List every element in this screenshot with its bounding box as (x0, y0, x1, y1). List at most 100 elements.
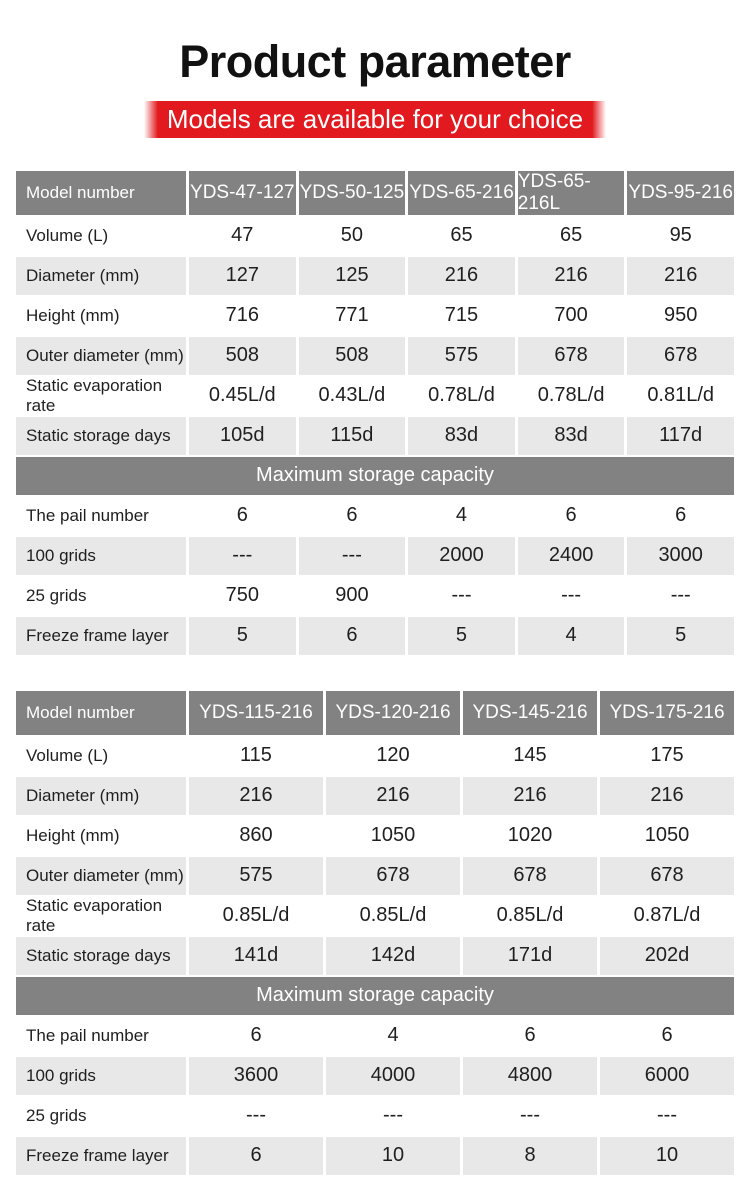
cell-value: 750 (225, 584, 259, 607)
cell-value: 6 (565, 504, 577, 527)
cell-value: 125 (298, 256, 406, 295)
cell-value: 50 (340, 224, 364, 247)
cell-value: --- (298, 536, 406, 575)
cell-value: 5 (627, 616, 734, 655)
cell-value: 120 (376, 744, 410, 767)
cell-value: 0.78L/d (428, 384, 495, 407)
cell-value: --- (451, 584, 472, 607)
spec-table-2: Model number YDS-115-216 YDS-120-216 YDS-14… (16, 690, 734, 1175)
row-label: Diameter (mm) (16, 776, 186, 815)
cell-value: 4 (387, 1024, 399, 1047)
cell-value: 900 (335, 584, 369, 607)
cell-value: 0.78L/d (537, 384, 605, 407)
row-label: Volume (L) (26, 745, 109, 765)
row-label: Outer diameter (mm) (16, 336, 186, 375)
cell-value: 216 (408, 256, 515, 295)
model-header: YDS-115-216 (189, 690, 323, 735)
cell-value: 6 (524, 1024, 536, 1047)
cell-value: 145 (513, 744, 547, 767)
cell-value: 8 (463, 1136, 597, 1175)
model-number-header: Model number (16, 690, 186, 735)
capacity-band: Maximum storage capacity (16, 456, 734, 495)
model-header: YDS-65-216 (408, 170, 515, 215)
cell-value: 5 (189, 616, 296, 655)
cell-value: 115d (298, 416, 406, 455)
row-label: 25 grids (26, 585, 87, 605)
row-label: Static evaporation rate (26, 375, 163, 415)
subtitle-banner: Models are available for your choice (144, 100, 606, 138)
cell-value: 142d (326, 936, 460, 975)
cell-value: 141d (189, 936, 323, 975)
row-label: Diameter (mm) (16, 256, 186, 295)
cell-value: --- (657, 1104, 677, 1127)
cell-value: 105d (189, 416, 296, 455)
cell-value: 508 (298, 336, 406, 375)
model-number-header: Model number (16, 170, 186, 215)
cell-value: 10 (326, 1136, 460, 1175)
cell-value: 678 (627, 336, 734, 375)
cell-value: 716 (225, 304, 259, 327)
row-label: 100 grids (16, 536, 186, 575)
cell-value: 678 (326, 856, 460, 895)
cell-value: 117d (627, 416, 734, 455)
model-header: YDS-95-216 (627, 170, 734, 215)
cell-value: 115 (240, 744, 272, 767)
cell-value: 6000 (600, 1056, 734, 1095)
cell-value: 6 (298, 616, 406, 655)
cell-value: 6 (675, 504, 687, 527)
cell-value: 83d (517, 416, 625, 455)
cell-value: 5 (408, 616, 515, 655)
cell-value: 0.85L/d (222, 904, 290, 927)
cell-value: 0.43L/d (318, 384, 386, 407)
cell-value: 6 (189, 1136, 323, 1175)
cell-value: 678 (463, 856, 597, 895)
capacity-band: Maximum storage capacity (16, 976, 734, 1015)
cell-value: 127 (189, 256, 296, 295)
cell-value: 95 (669, 224, 692, 247)
row-label: Static storage days (16, 416, 186, 455)
row-label: Static storage days (16, 936, 186, 975)
cell-value: 860 (239, 824, 273, 847)
row-label: Static evaporation rate (26, 895, 163, 935)
cell-value: 216 (189, 776, 323, 815)
cell-value: --- (383, 1104, 403, 1127)
cell-value: 47 (231, 224, 254, 247)
cell-value: 2000 (408, 536, 515, 575)
row-label: 25 grids (26, 1105, 87, 1125)
row-label: Volume (L) (26, 225, 109, 245)
model-header: YDS-145-216 (463, 690, 597, 735)
cell-value: 575 (408, 336, 515, 375)
cell-value: 216 (517, 256, 625, 295)
cell-value: 4 (455, 504, 468, 527)
cell-value: --- (246, 1104, 266, 1127)
cell-value: 0.87L/d (633, 904, 701, 927)
row-label: Height (mm) (26, 305, 120, 325)
cell-value: 950 (664, 304, 698, 327)
cell-value: 65 (559, 224, 583, 247)
row-label: The pail number (26, 1025, 149, 1045)
cell-value: 216 (600, 776, 734, 815)
model-header: YDS-175-216 (600, 690, 734, 735)
cell-value: --- (561, 584, 582, 607)
cell-value: 1050 (370, 824, 416, 847)
cell-value: --- (189, 536, 296, 575)
cell-value: 715 (444, 304, 479, 327)
cell-value: 6 (236, 504, 248, 527)
row-label: The pail number (26, 505, 149, 525)
cell-value: 175 (650, 744, 684, 767)
cell-value: 508 (189, 336, 296, 375)
cell-value: 6 (661, 1024, 673, 1047)
cell-value: 678 (517, 336, 625, 375)
cell-value: 3600 (189, 1056, 323, 1095)
cell-value: 202d (600, 936, 734, 975)
cell-value: 771 (335, 304, 369, 327)
cell-value: 4 (517, 616, 625, 655)
cell-value: 700 (554, 304, 588, 327)
cell-value: 83d (408, 416, 515, 455)
cell-value: --- (670, 584, 691, 607)
cell-value: 0.85L/d (359, 904, 427, 927)
cell-value: 216 (627, 256, 734, 295)
cell-value: 216 (326, 776, 460, 815)
model-header: YDS-47-127 (189, 170, 296, 215)
